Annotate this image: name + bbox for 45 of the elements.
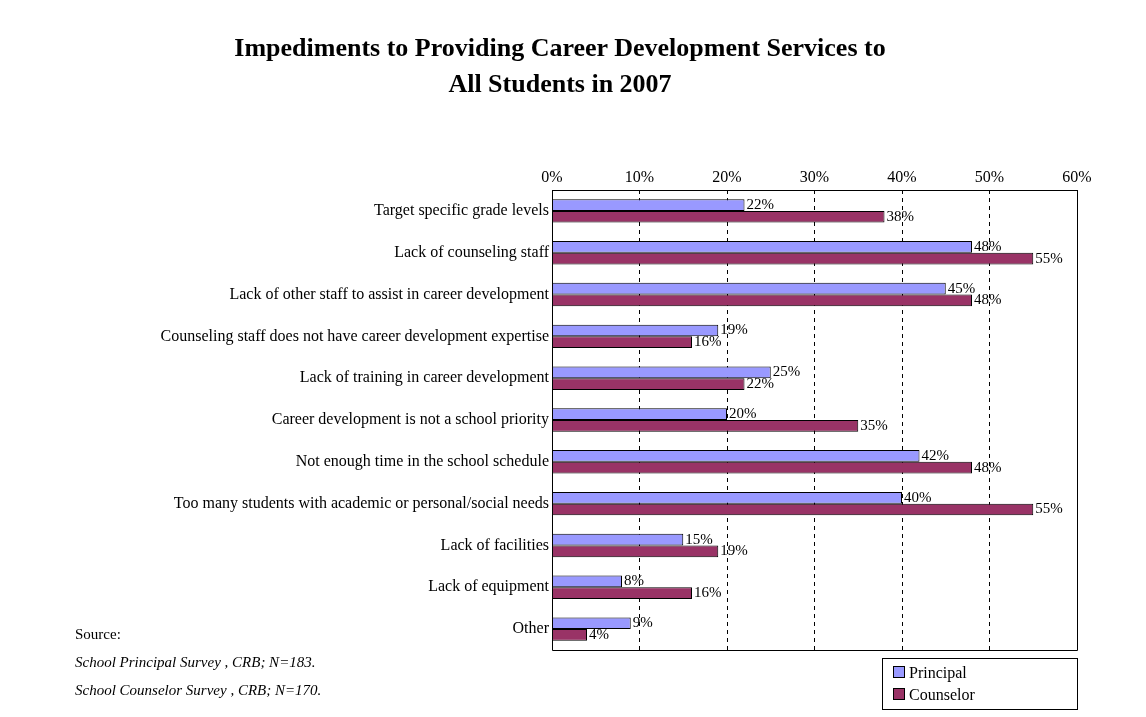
text: School Counselor Survey , CRB; N=170. — [75, 681, 322, 700]
data-label: 40% — [904, 488, 932, 505]
data-label: 20% — [729, 405, 757, 422]
x-tick-label: 0% — [541, 167, 563, 185]
y-tick-label: Target specific grade levels — [374, 201, 549, 220]
y-tick-label: Lack of facilities — [440, 535, 549, 553]
data-label: 25% — [772, 363, 801, 380]
legend-label: Principal — [908, 663, 968, 684]
data-label: 19% — [720, 321, 748, 338]
y-tick-label: Lack of training in career development — [299, 368, 550, 387]
y-tick-label: Lack of equipment — [428, 577, 550, 596]
legend-label: Counselor — [908, 685, 976, 705]
data-label: 42% — [921, 446, 949, 463]
y-tick-label: Not enough time in the school schedule — [295, 452, 549, 471]
data-label: 16% — [694, 333, 722, 350]
data-label: 35% — [860, 416, 888, 433]
text: School Principal Survey , CRB; N=183. — [75, 653, 317, 672]
data-label: 22% — [746, 195, 774, 212]
data-label: 55% — [1035, 249, 1063, 266]
data-label: 22% — [746, 374, 774, 391]
x-tick-label: 20% — [712, 167, 742, 185]
y-tick-label: Lack of counseling staff — [394, 242, 550, 261]
data-label: 48% — [974, 458, 1002, 475]
data-label: 16% — [694, 584, 722, 601]
x-tick-label: 60% — [1062, 167, 1092, 185]
y-tick-label: Career development is not a school priority — [271, 410, 549, 429]
y-tick-label: Other — [512, 619, 550, 637]
y-tick-label: Too many students with academic or personal/social needs — [173, 493, 549, 512]
data-label: 15% — [685, 530, 713, 547]
data-label: 55% — [1035, 500, 1063, 517]
data-label: 48% — [974, 291, 1002, 308]
data-label: 19% — [720, 542, 748, 559]
x-tick-label: 40% — [887, 167, 917, 185]
data-label: 48% — [974, 237, 1002, 254]
data-label: 9% — [632, 614, 653, 631]
data-label: 4% — [589, 625, 609, 642]
y-tick-label: Counseling staff does not have career development expertise — [160, 326, 549, 345]
x-tick-label: 30% — [799, 167, 830, 185]
x-tick-label: 50% — [974, 167, 1005, 185]
source-note: Source: — [75, 625, 122, 644]
y-tick-label: Lack of other staff to assist in career development — [229, 284, 550, 303]
x-tick-label: 10% — [624, 167, 655, 185]
chart-title: Impediments to Providing Career Development Services to All Students in 2007 — [233, 32, 887, 100]
data-label: 45% — [947, 279, 976, 296]
data-label: 38% — [886, 207, 914, 224]
